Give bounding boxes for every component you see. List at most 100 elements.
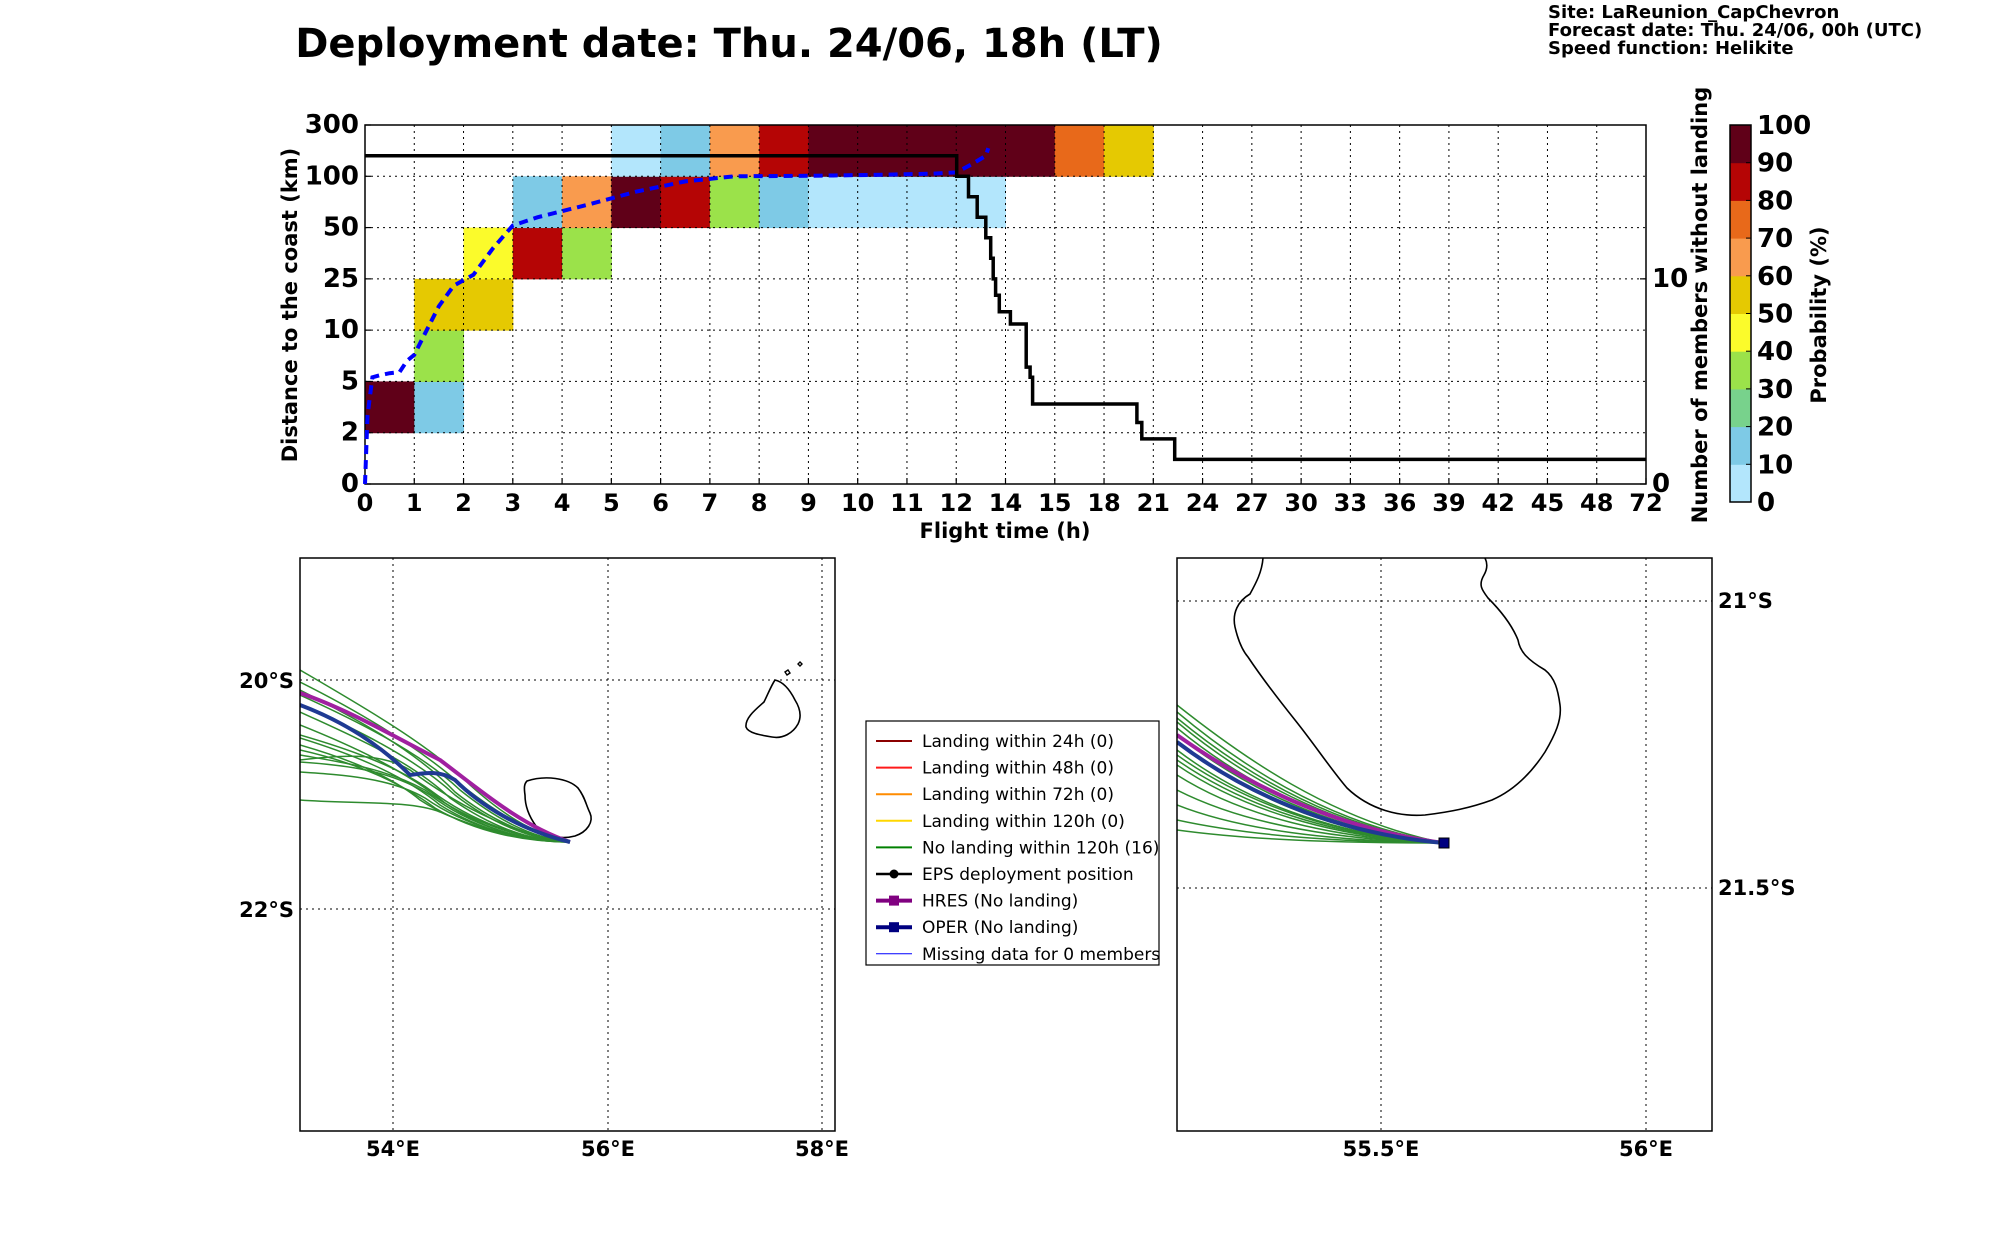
- legend-label-1: Landing within 48h (0): [922, 759, 1114, 779]
- map-right-lon-56: 56°E: [1619, 1137, 1673, 1161]
- x-tick-8: 8: [751, 489, 768, 517]
- heatmap-cell-4: [463, 278, 514, 331]
- colorbar-tick-0: 0: [1757, 488, 1775, 518]
- x-axis-ticks: 0 1 2 3 4 5 6 7 8 9 10 11 12 14 15 18 21 24 27 30 33 36 39 42 45…: [357, 478, 1663, 517]
- y2-axis-label: Number of members without landing: [1688, 87, 1712, 524]
- x-tick-7: 7: [702, 489, 719, 517]
- legend-item-4: No landing within 120h (16): [876, 838, 1159, 858]
- colorbar-segment-0: [1730, 464, 1751, 503]
- map-right: 55.5°E 56°E 21°S 21.5°S: [1176, 557, 1795, 1161]
- y-tick-50: 50: [323, 213, 359, 243]
- heatmap-cell-16: [759, 176, 809, 229]
- heatmap-cell-13: [660, 125, 711, 177]
- legend-item-2: Landing within 72h (0): [876, 785, 1114, 805]
- y2-tick-10: 10: [1652, 264, 1688, 294]
- chart-title: Deployment date: Thu. 24/06, 18h (LT): [295, 21, 1163, 67]
- map-right-lat-21: 21°S: [1718, 589, 1773, 613]
- colorbar-tick-20: 20: [1757, 413, 1793, 443]
- x-tick-5: 5: [603, 489, 620, 517]
- y-tick-300: 300: [305, 110, 359, 140]
- legend-marker-6: [889, 895, 899, 906]
- legend-item-1: Landing within 48h (0): [876, 759, 1114, 779]
- heatmap-cell-20: [857, 176, 908, 229]
- heatmap-cell-6: [512, 227, 563, 280]
- reunion-island-outline: [523, 777, 592, 839]
- x-tick-30: 30: [1284, 489, 1317, 517]
- members-without-landing-line: [365, 154, 1646, 462]
- x-tick-48: 48: [1580, 489, 1613, 517]
- heatmap-cell-22: [906, 176, 957, 229]
- map-left-oper-track: [300, 703, 571, 844]
- colorbar-tick-50: 50: [1757, 300, 1793, 330]
- legend-label-4: No landing within 120h (16): [922, 838, 1159, 858]
- map-right-frame: [1176, 557, 1713, 1132]
- y2-tick-0: 0: [1652, 469, 1670, 499]
- colorbar-tick-80: 80: [1757, 186, 1793, 216]
- map-left-lon-54: 54°E: [366, 1137, 420, 1161]
- map-left-lat-20: 20°S: [239, 669, 294, 693]
- heatmap-cell-23: [906, 125, 957, 177]
- x-tick-18: 18: [1087, 489, 1120, 517]
- x-tick-6: 6: [652, 489, 669, 517]
- legend-label-7: OPER (No landing): [922, 918, 1078, 938]
- map-left-lat-22: 22°S: [239, 898, 294, 922]
- legend-box: [865, 720, 1160, 966]
- x-tick-21: 21: [1137, 489, 1170, 517]
- colorbar-segment-8: [1730, 162, 1751, 201]
- mean-distance-line: [363, 147, 991, 485]
- x-tick-12: 12: [940, 489, 973, 517]
- heatmap-cells: [365, 125, 1154, 434]
- y-tick-100: 100: [305, 161, 359, 191]
- legend-item-7: OPER (No landing): [876, 918, 1078, 938]
- forecast-label: Forecast date: Thu. 24/06, 00h (UTC): [1548, 20, 1922, 41]
- x-tick-45: 45: [1531, 489, 1564, 517]
- x-tick-14: 14: [989, 489, 1022, 517]
- colorbar-segment-9: [1730, 125, 1751, 164]
- map-left: 54°E 56°E 58°E 20°S 22°S: [239, 557, 849, 1161]
- site-label: Site: LaReunion_CapChevron: [1548, 2, 1839, 23]
- map-right-deployment-marker: [1438, 837, 1450, 849]
- heatmap-cell-15: [709, 125, 760, 177]
- x-tick-39: 39: [1432, 489, 1465, 517]
- colorbar-tick-40: 40: [1757, 337, 1793, 367]
- colorbar-segment-2: [1730, 388, 1751, 428]
- x-tick-33: 33: [1334, 489, 1367, 517]
- map-left-frame: [299, 557, 836, 1132]
- heatmap-cell-7: [512, 176, 563, 229]
- reunion-island-outline-zoom: [1233, 558, 1562, 817]
- heatmap-cell-9: [562, 176, 612, 229]
- legend: Landing within 24h (0) Landing within 48h…: [876, 732, 1160, 965]
- heatmap-cell-17: [759, 125, 809, 177]
- heatmap-cell-11: [611, 125, 662, 177]
- heatmap-cell-1: [414, 381, 465, 434]
- colorbar-segment-4: [1730, 313, 1751, 352]
- x-tick-4: 4: [554, 489, 571, 517]
- heatmap-cell-21: [857, 125, 908, 177]
- speed-label: Speed function: Helikite: [1548, 38, 1794, 59]
- colorbar-ticks: 0 10 20 30 40 50 60 70 80 90 100: [1746, 111, 1811, 518]
- x-tick-27: 27: [1235, 489, 1268, 517]
- heatmap-cell-0: [365, 381, 415, 434]
- heatmap-cell-18: [808, 176, 859, 229]
- x-tick-10: 10: [841, 489, 874, 517]
- y2-axis-ticks: 0 10: [1640, 264, 1688, 499]
- x-tick-11: 11: [890, 489, 923, 517]
- colorbar-tick-70: 70: [1757, 224, 1793, 254]
- x-tick-1: 1: [406, 489, 423, 517]
- colorbar-tick-10: 10: [1757, 450, 1793, 480]
- colorbar: [1730, 125, 1751, 503]
- heatmap-cell-26: [1005, 125, 1056, 177]
- heatmap-cell-27: [1054, 125, 1105, 177]
- y-tick-25: 25: [323, 264, 359, 294]
- x-tick-2: 2: [455, 489, 472, 517]
- map-right-lon-55-5: 55.5°E: [1343, 1137, 1420, 1161]
- legend-item-0: Landing within 24h (0): [876, 732, 1114, 752]
- legend-item-5: EPS deployment position: [876, 865, 1134, 885]
- legend-label-3: Landing within 120h (0): [922, 812, 1125, 832]
- map-right-oper-track: [1177, 740, 1445, 845]
- colorbar-tick-90: 90: [1757, 149, 1793, 179]
- heatmap-cell-10: [611, 176, 662, 229]
- heatmap-cell-24: [956, 176, 1006, 229]
